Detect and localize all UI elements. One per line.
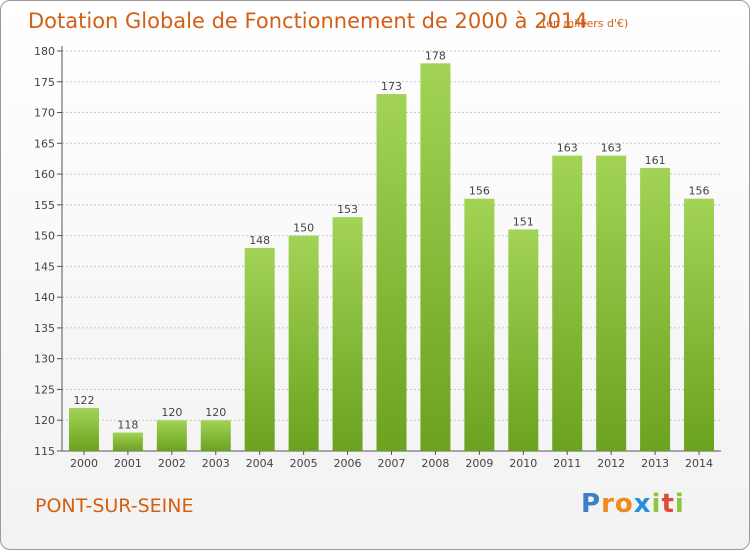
chart-subtitle: (en milliers d'€)	[542, 17, 629, 30]
logo-letter: x	[633, 489, 652, 519]
data-label: 161	[645, 154, 666, 167]
x-tick-label: 2007	[378, 457, 406, 470]
logo-letter: r	[601, 489, 615, 519]
data-label: 118	[117, 419, 138, 432]
y-tick-label: 155	[34, 199, 55, 212]
data-label: 156	[689, 185, 710, 198]
bar-2014	[684, 198, 715, 451]
bars	[68, 63, 715, 452]
y-tick-label: 175	[34, 76, 55, 89]
data-label: 163	[601, 142, 622, 155]
data-label: 153	[337, 203, 358, 216]
data-label: 150	[293, 222, 314, 235]
y-tick-label: 180	[34, 45, 55, 58]
data-label: 120	[161, 406, 182, 419]
y-tick-label: 140	[34, 291, 55, 304]
data-label: 156	[469, 185, 490, 198]
bar-2000	[68, 407, 99, 451]
y-tick-label: 115	[34, 445, 55, 458]
logo-letter: t	[661, 489, 675, 519]
y-tick-label: 125	[34, 383, 55, 396]
bar-2005	[288, 235, 319, 451]
data-label: 151	[513, 215, 534, 228]
x-tick-label: 2012	[597, 457, 625, 470]
logo-letter: i	[651, 489, 662, 519]
x-tick-label: 2002	[158, 457, 186, 470]
x-tick-label: 2009	[465, 457, 493, 470]
proxiti-logo: Proxiti	[581, 489, 685, 519]
x-tick-label: 2001	[114, 457, 142, 470]
bar-2012	[596, 155, 627, 451]
logo-letter: o	[614, 489, 634, 519]
bar-2003	[200, 420, 231, 451]
bar-2011	[552, 155, 583, 451]
y-tick-label: 130	[34, 353, 55, 366]
data-label: 148	[249, 234, 270, 247]
x-tick-label: 2000	[70, 457, 98, 470]
x-tick-label: 2003	[202, 457, 230, 470]
logo-letter: P	[581, 489, 602, 519]
x-tick-label: 2006	[334, 457, 362, 470]
bar-2004	[244, 247, 275, 451]
x-tick-label: 2008	[421, 457, 449, 470]
x-tick-label: 2004	[246, 457, 274, 470]
x-tick-label: 2011	[553, 457, 581, 470]
y-tick-label: 160	[34, 168, 55, 181]
y-tick-label: 145	[34, 260, 55, 273]
data-label: 173	[381, 80, 402, 93]
bar-2006	[332, 217, 363, 451]
data-labels: 122 118 120 120 148 150 153 173 178 156 151 163 163 1…	[73, 49, 709, 431]
x-tick-label: 2013	[641, 457, 669, 470]
y-tick-label: 150	[34, 230, 55, 243]
y-tick-label: 170	[34, 107, 55, 120]
bar-2009	[464, 198, 495, 451]
data-label: 122	[73, 394, 94, 407]
bar-2013	[640, 167, 671, 451]
chart-title: Dotation Globale de Fonctionnement de 20…	[28, 9, 588, 33]
data-label: 163	[557, 142, 578, 155]
x-tick-label: 2005	[290, 457, 318, 470]
x-tick-label: 2010	[509, 457, 537, 470]
logo-letter: i	[674, 489, 685, 519]
bar-2008	[420, 63, 451, 452]
bar-2002	[156, 420, 187, 451]
data-label: 178	[425, 49, 446, 62]
y-tick-label: 165	[34, 137, 55, 150]
bar-2001	[112, 432, 143, 451]
bar-2010	[508, 229, 539, 451]
bar-2007	[376, 94, 407, 452]
commune-name: PONT-SUR-SEINE	[35, 495, 194, 517]
y-tick-label: 135	[34, 322, 55, 335]
y-tick-label: 120	[34, 414, 55, 427]
data-label: 120	[205, 406, 226, 419]
x-tick-label: 2014	[685, 457, 713, 470]
